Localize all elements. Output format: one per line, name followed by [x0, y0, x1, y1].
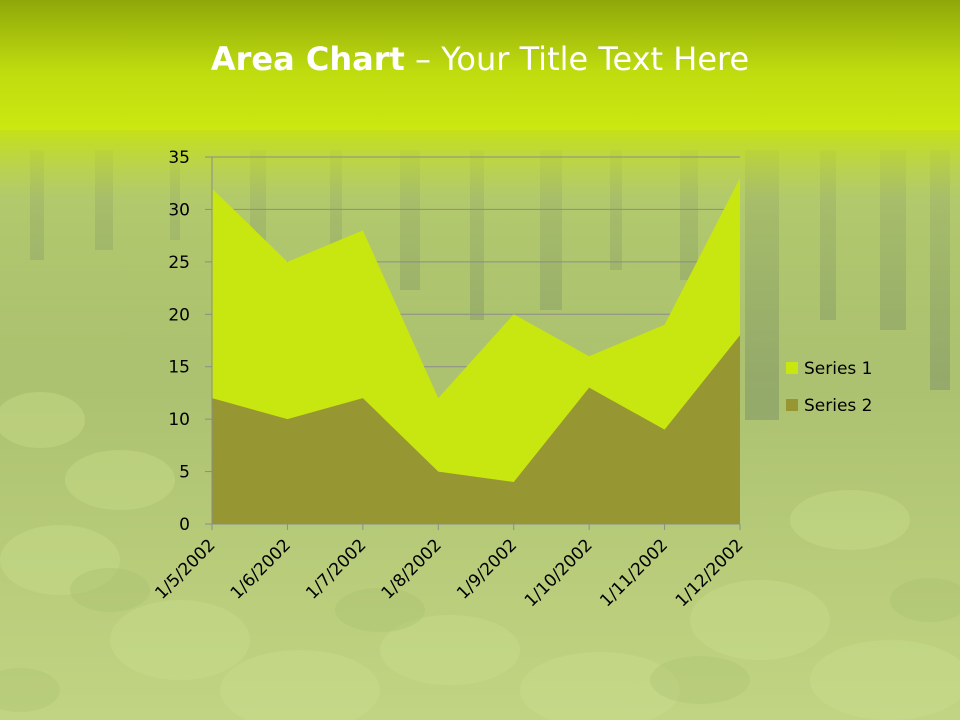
title-bold: Area Chart: [210, 40, 405, 78]
y-tick-label-5: 25: [168, 253, 190, 273]
legend-label-1: Series 1: [804, 359, 873, 379]
x-tick-label-0: 1/5/2002: [151, 535, 219, 603]
x-tick-label-3: 1/8/2002: [378, 535, 446, 603]
area-series: [212, 177, 740, 524]
x-tick-label-2: 1/7/2002: [302, 535, 370, 603]
y-tick-label-6: 30: [168, 200, 190, 220]
y-tick-label-7: 35: [168, 148, 190, 168]
legend: Series 1 Series 2: [786, 359, 873, 416]
x-tick-label-5: 1/10/2002: [521, 535, 597, 611]
legend-swatch-2: [786, 399, 798, 411]
y-tick-label-3: 15: [168, 358, 190, 378]
area-series-2: [212, 335, 740, 524]
title-rest: – Your Title Text Here: [404, 40, 750, 78]
legend-swatch-1: [786, 362, 798, 374]
legend-label-2: Series 2: [804, 396, 873, 416]
x-tick-label-1: 1/6/2002: [227, 535, 295, 603]
y-tick-label-1: 5: [179, 463, 190, 483]
y-tick-label-2: 10: [168, 410, 190, 430]
x-tick-label-6: 1/11/2002: [596, 535, 672, 611]
y-tick-label-4: 20: [168, 305, 190, 325]
y-tick-label-0: 0: [179, 515, 190, 535]
x-tick-label-4: 1/9/2002: [453, 535, 521, 603]
x-tick-label-7: 1/12/2002: [672, 535, 748, 611]
slide-title: Area Chart – Your Title Text Here: [0, 40, 960, 78]
